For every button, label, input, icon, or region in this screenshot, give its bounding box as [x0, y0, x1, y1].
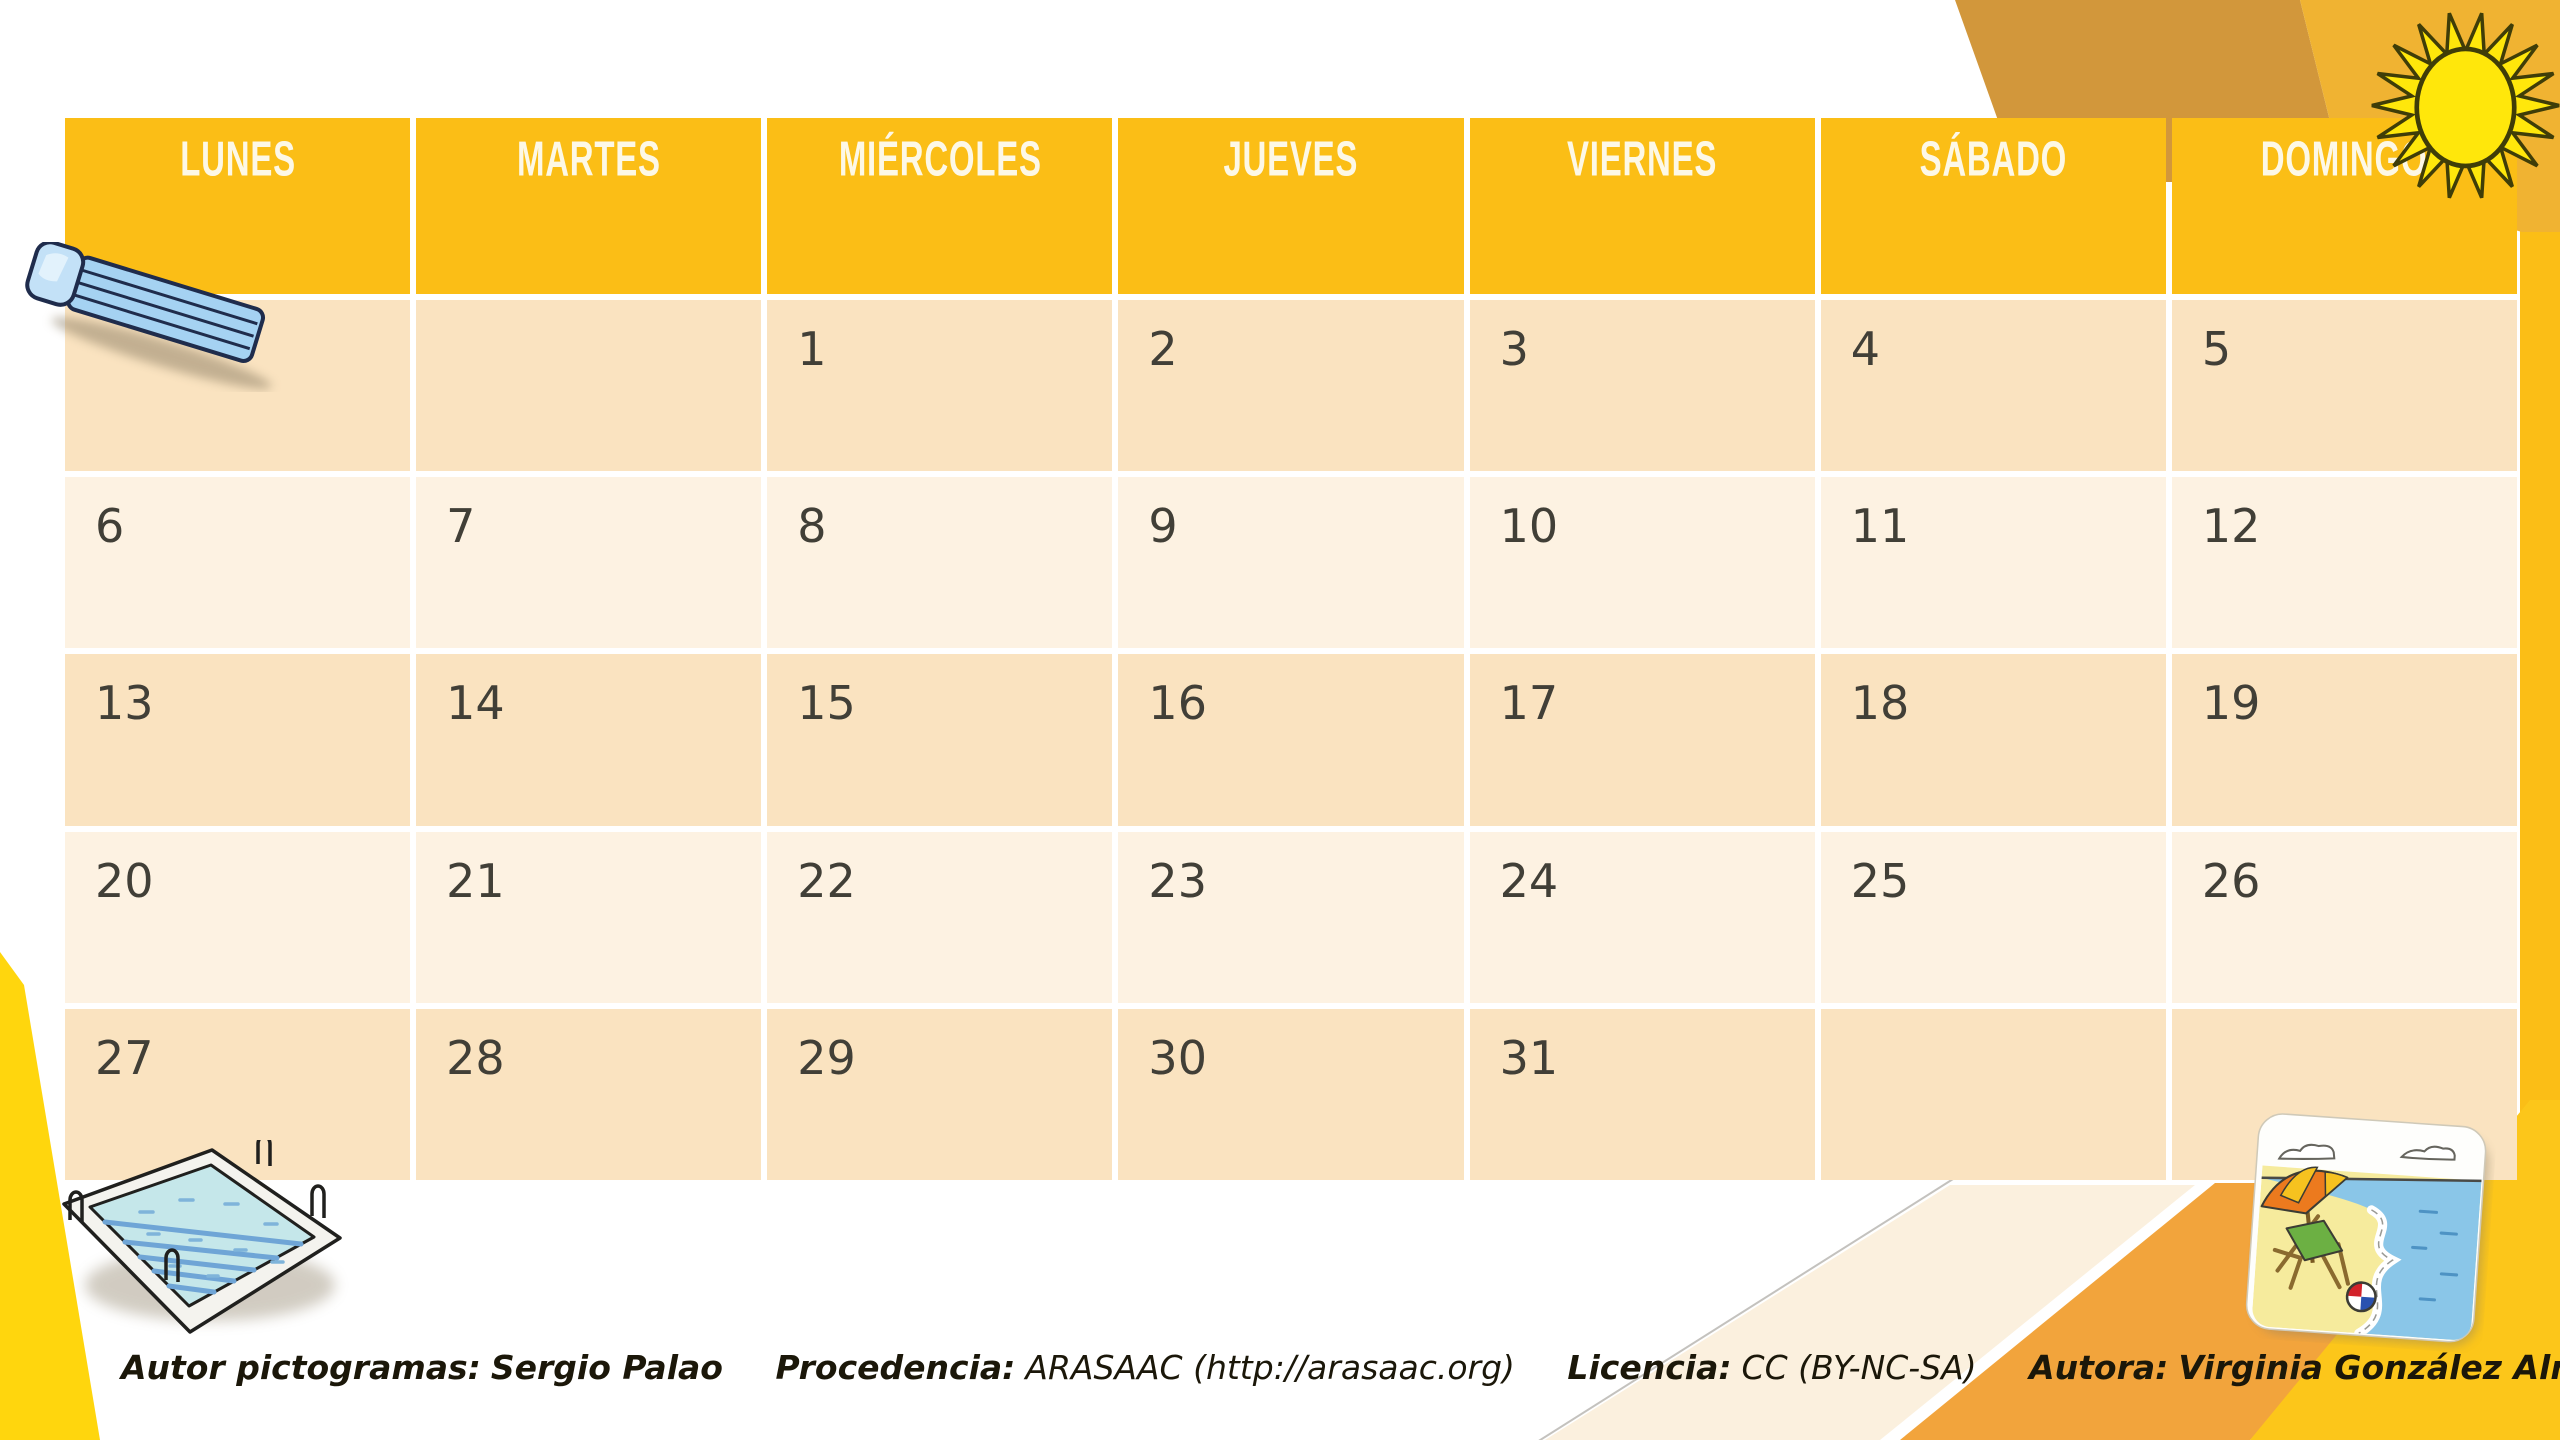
day-number: 31: [1499, 1030, 1559, 1085]
day-cell: 1: [767, 300, 1113, 472]
day-cell: 26: [2171, 831, 2517, 1003]
day-number: 25: [1850, 853, 1910, 908]
day-number: 20: [95, 853, 154, 908]
credit-value: Virginia González Almansa: [2178, 1348, 2560, 1387]
day-number: 3: [1499, 322, 1529, 376]
day-cell: 6: [65, 477, 411, 649]
swimming-pool-icon: [62, 1140, 342, 1334]
day-cell: 4: [1820, 300, 2166, 472]
day-header-viernes: VIERNES: [1469, 118, 1815, 294]
day-cell: 28: [416, 1008, 762, 1180]
day-header-miercoles: MIÉRCOLES: [767, 118, 1113, 294]
day-cell: 18: [1820, 654, 2166, 826]
attribution-line: Autor pictogramas: Sergio Palao Procedenc…: [100, 1348, 2560, 1387]
day-cell: 3: [1469, 300, 1815, 472]
day-number: 19: [2201, 676, 2261, 731]
day-cell: 14: [416, 654, 762, 826]
credit-value: Sergio Palao: [490, 1348, 723, 1387]
day-cell: 31: [1469, 1008, 1815, 1180]
credit-author: Autora:Virginia González Almansa: [2029, 1348, 2560, 1387]
day-number: 22: [797, 853, 856, 908]
day-number: 10: [1499, 499, 1559, 554]
day-cell: 23: [1118, 831, 1464, 1003]
day-cell: 19: [2171, 654, 2517, 826]
day-header-lunes: LUNES: [65, 118, 411, 294]
day-number: 2: [1148, 322, 1178, 376]
day-header-label: MARTES: [516, 132, 661, 187]
day-number: 17: [1499, 676, 1559, 731]
day-number: 27: [95, 1030, 154, 1085]
credit-license: Licencia: CC (BY-NC-SA): [1567, 1348, 1976, 1387]
day-number: 6: [95, 499, 125, 554]
beach-icon: [2245, 1113, 2489, 1346]
air-mattress-icon: [25, 242, 272, 389]
day-number: 21: [446, 853, 505, 908]
day-cell: 29: [767, 1008, 1113, 1180]
day-header-sabado: SÁBADO: [1820, 118, 2166, 294]
day-number: 7: [446, 499, 476, 554]
day-header-jueves: JUEVES: [1118, 118, 1464, 294]
sun-icon: [2371, 12, 2560, 199]
day-cell: 22: [767, 831, 1113, 1003]
day-number: 4: [1850, 322, 1880, 376]
day-header-label: MIÉRCOLES: [838, 132, 1042, 187]
day-cell: 24: [1469, 831, 1815, 1003]
day-cell: 27: [65, 1008, 411, 1180]
day-header-label: SÁBADO: [1919, 132, 2068, 187]
day-cell: 7: [416, 477, 762, 649]
credit-label: Procedencia:: [775, 1348, 1016, 1387]
day-number: 1: [797, 322, 827, 376]
day-number: 23: [1148, 853, 1207, 908]
month-calendar-table: LUNES MARTES MIÉRCOLES JUEVES VIERNES SÁ…: [65, 118, 2517, 1180]
day-number: 11: [1850, 499, 1910, 554]
day-number: 26: [2201, 853, 2261, 908]
day-cell: 13: [65, 654, 411, 826]
day-header-label: LUNES: [179, 132, 296, 187]
day-number: 24: [1499, 853, 1559, 908]
day-cell: 15: [767, 654, 1113, 826]
day-cell: 12: [2171, 477, 2517, 649]
credit-source: Procedencia: ARASAAC (http://arasaac.org): [775, 1348, 1514, 1387]
day-cell: 17: [1469, 654, 1815, 826]
day-number: 13: [95, 676, 154, 731]
day-number: 18: [1850, 676, 1910, 731]
credit-label: Autor pictogramas:: [121, 1348, 481, 1387]
day-cell: 9: [1118, 477, 1464, 649]
day-header-martes: MARTES: [416, 118, 762, 294]
credit-value: CC (BY-NC-SA): [1741, 1348, 1977, 1387]
day-number: 5: [2201, 322, 2232, 376]
day-cell: 2: [1118, 300, 1464, 472]
day-number: 15: [797, 676, 856, 731]
day-cell: 30: [1118, 1008, 1464, 1180]
day-cell: 21: [416, 831, 762, 1003]
day-cell: 20: [65, 831, 411, 1003]
day-number: 14: [446, 676, 505, 731]
day-cell: 16: [1118, 654, 1464, 826]
day-cell: 8: [767, 477, 1113, 649]
day-header-label: JUEVES: [1223, 132, 1359, 187]
day-cell: 5: [2171, 300, 2517, 472]
day-number: 8: [797, 499, 827, 554]
day-number: 9: [1148, 499, 1178, 554]
day-number: 12: [2201, 499, 2261, 554]
credit-author-pictograms: Autor pictogramas: Sergio Palao: [121, 1348, 723, 1387]
day-header-label: VIERNES: [1567, 132, 1718, 187]
credit-label: Autora:: [2029, 1348, 2169, 1387]
day-cell: 10: [1469, 477, 1815, 649]
day-number: 16: [1148, 676, 1207, 731]
credit-value: ARASAAC (http://arasaac.org): [1025, 1348, 1515, 1387]
credit-label: Licencia:: [1567, 1348, 1732, 1387]
day-number: 29: [797, 1030, 856, 1085]
day-cell: 25: [1820, 831, 2166, 1003]
day-cell-empty: [1820, 1008, 2166, 1180]
day-cell: 11: [1820, 477, 2166, 649]
day-number: 28: [446, 1030, 505, 1085]
day-cell-empty: [416, 300, 762, 472]
day-number: 30: [1148, 1030, 1207, 1085]
